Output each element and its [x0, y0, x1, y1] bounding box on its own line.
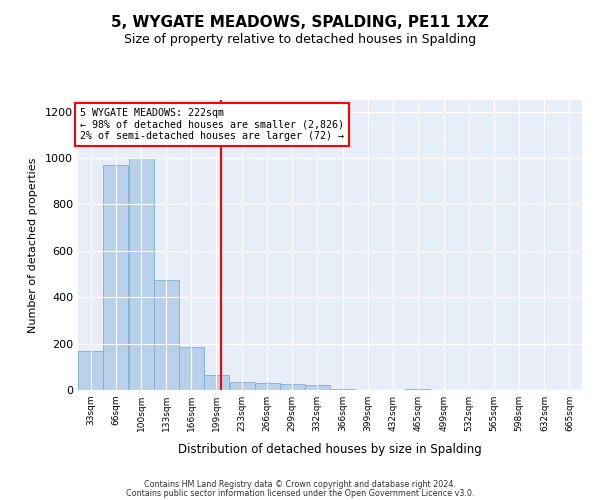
Bar	[331, 389, 355, 390]
Text: 5 WYGATE MEADOWS: 222sqm
← 98% of detached houses are smaller (2,826)
2% of semi: 5 WYGATE MEADOWS: 222sqm ← 98% of detach…	[80, 108, 344, 142]
Bar	[280, 384, 305, 390]
Bar	[305, 386, 329, 390]
Bar	[406, 389, 430, 390]
Bar	[254, 383, 280, 390]
Text: Contains HM Land Registry data © Crown copyright and database right 2024.: Contains HM Land Registry data © Crown c…	[144, 480, 456, 489]
Bar	[230, 382, 254, 390]
Y-axis label: Number of detached properties: Number of detached properties	[28, 158, 38, 332]
Bar	[204, 375, 229, 390]
Text: Size of property relative to detached houses in Spalding: Size of property relative to detached ho…	[124, 32, 476, 46]
Bar	[103, 165, 128, 390]
Bar	[129, 158, 154, 390]
Bar	[154, 280, 179, 390]
Bar	[78, 350, 103, 390]
Text: Distribution of detached houses by size in Spalding: Distribution of detached houses by size …	[178, 442, 482, 456]
Text: Contains public sector information licensed under the Open Government Licence v3: Contains public sector information licen…	[126, 489, 474, 498]
Bar	[179, 347, 204, 390]
Text: 5, WYGATE MEADOWS, SPALDING, PE11 1XZ: 5, WYGATE MEADOWS, SPALDING, PE11 1XZ	[111, 15, 489, 30]
